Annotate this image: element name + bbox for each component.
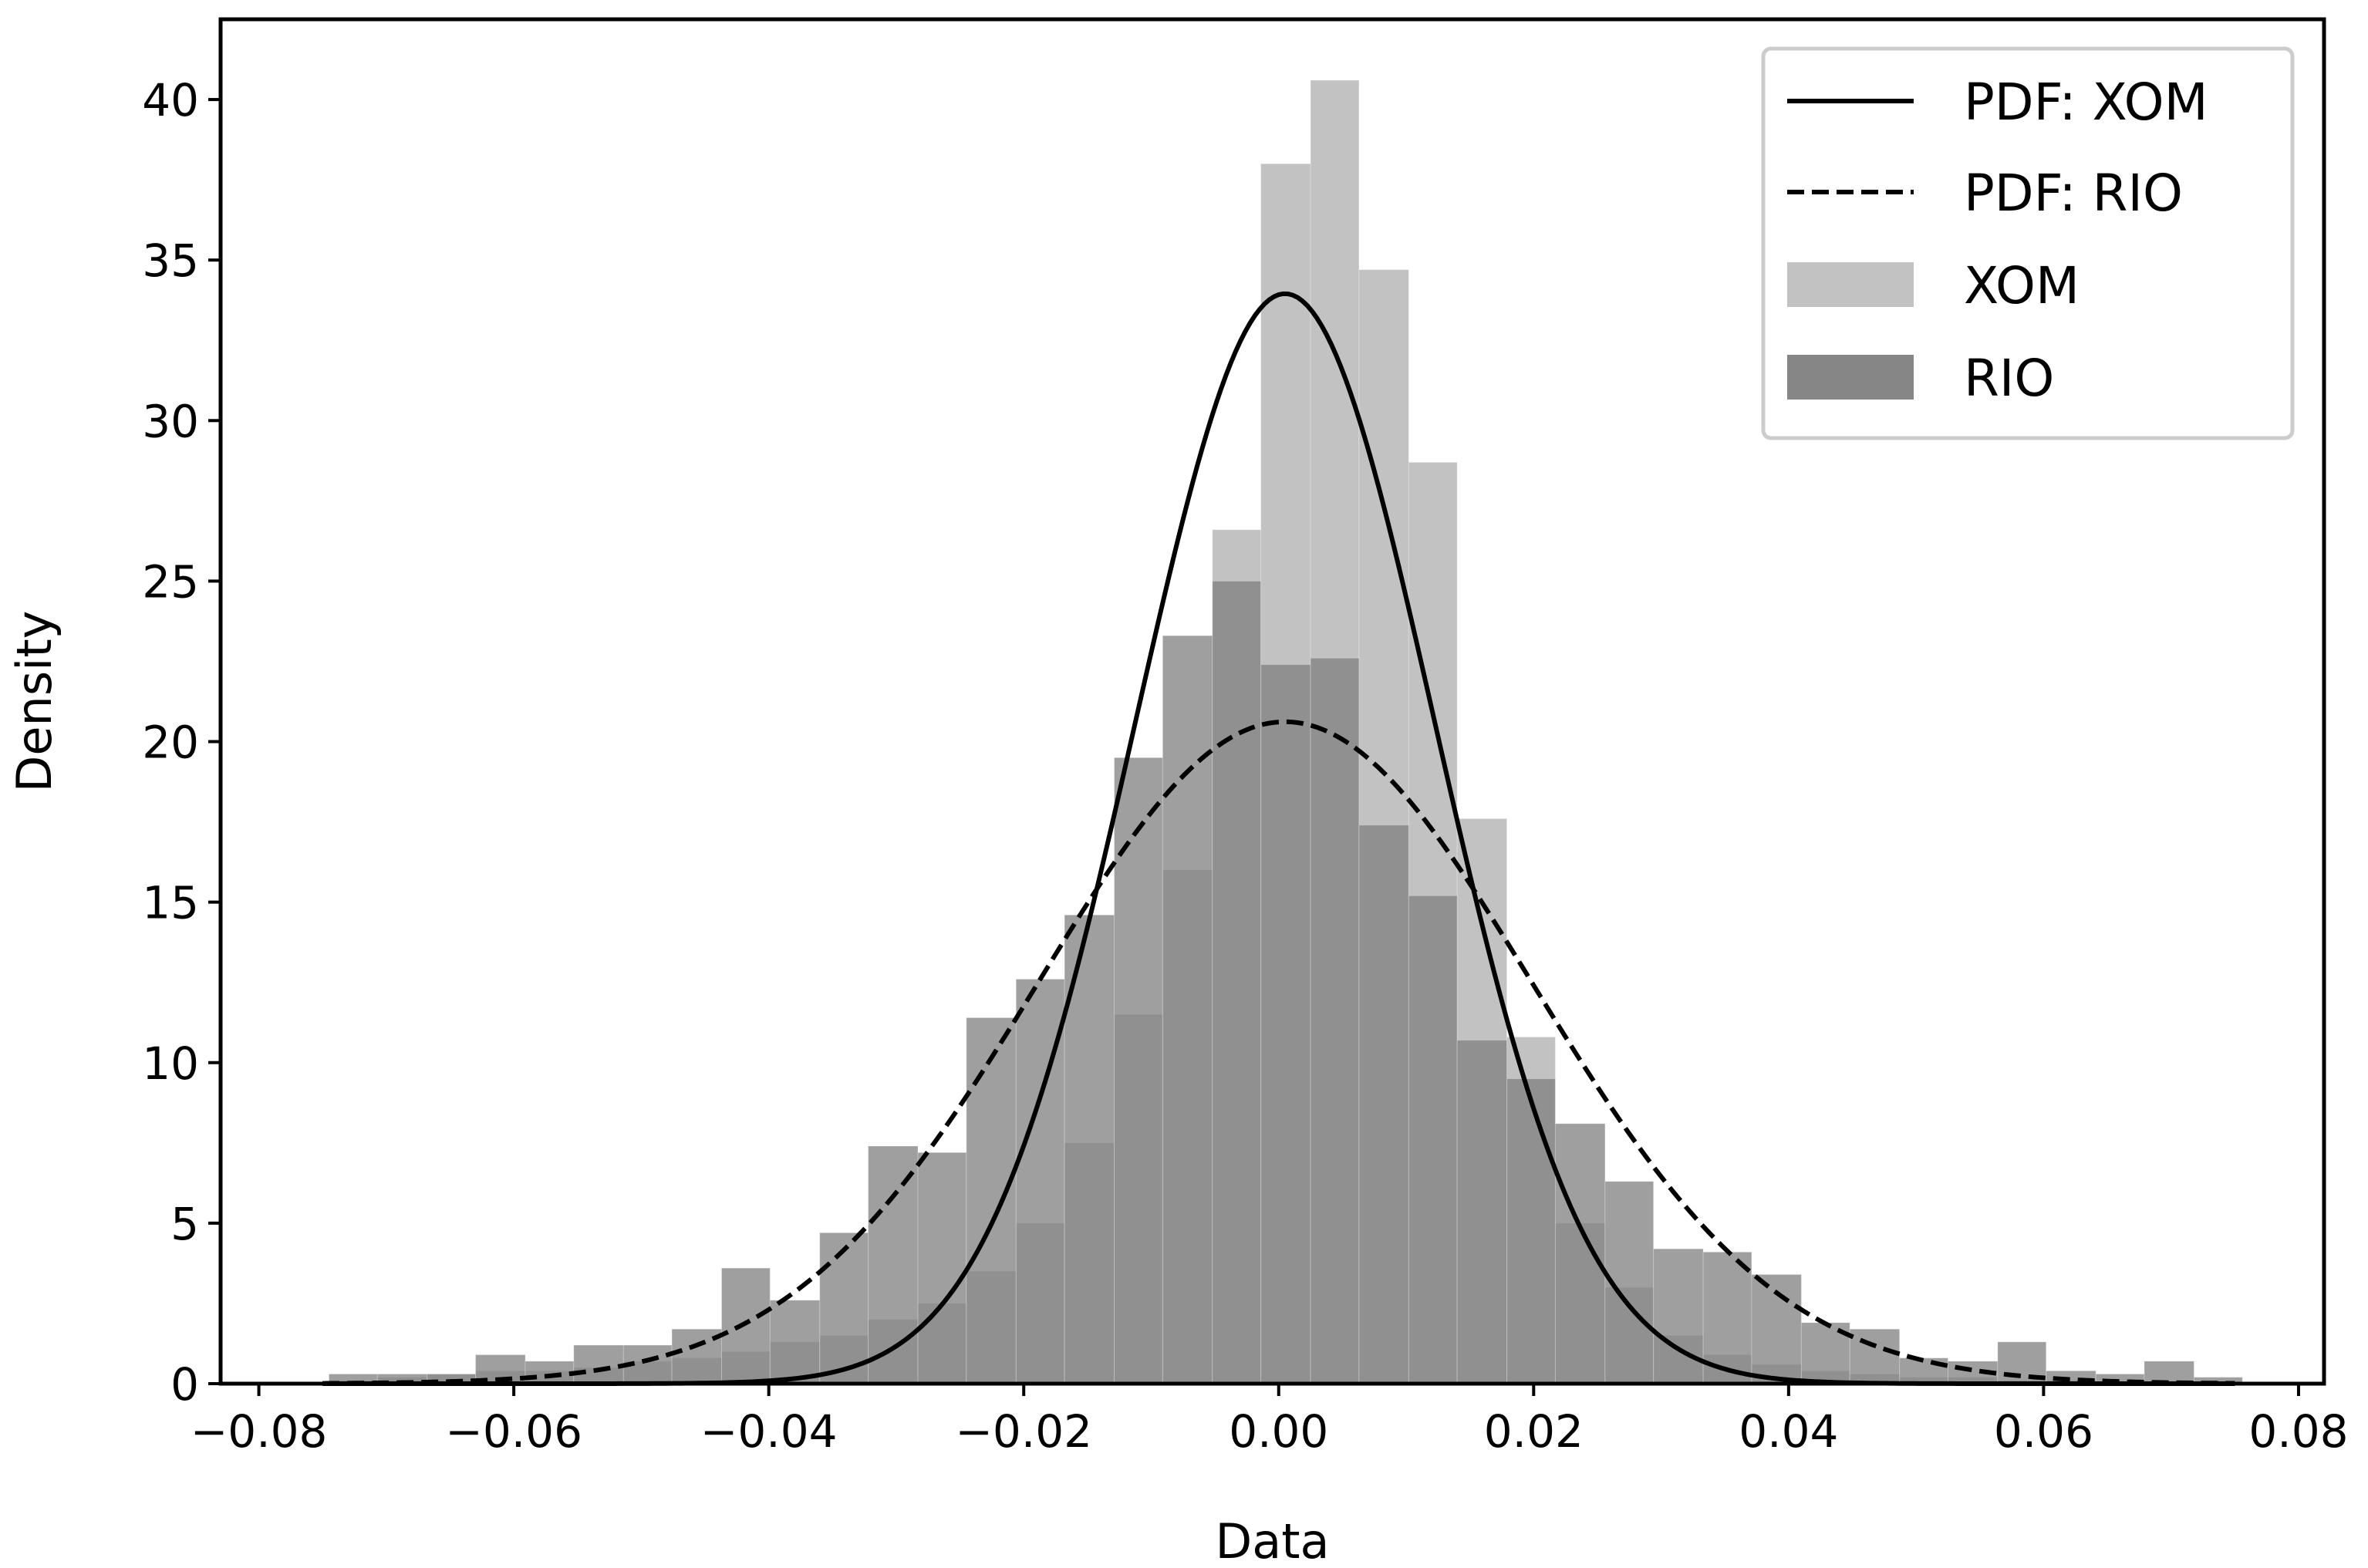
- legend-box: [1761, 46, 2295, 440]
- pdf-curve-pdf-rio: [322, 719, 2235, 1386]
- legend-swatch-xom: [1787, 262, 1914, 307]
- y-axis-ticks: 0 5 10 15 20 25 30 35 40: [142, 74, 221, 1411]
- bar-rio-10: [819, 1232, 869, 1384]
- x-tick-label: −0.08: [191, 1405, 328, 1458]
- bar-rio-21: [1358, 824, 1409, 1384]
- legend: PDF: XOM PDF: RIO XOM RIO: [1761, 46, 2295, 440]
- bar-rio-13: [966, 1017, 1017, 1384]
- legend-label: PDF: RIO: [1964, 164, 2183, 223]
- x-axis-label: Data: [1215, 1513, 1329, 1568]
- x-tick-label: 0.02: [1484, 1405, 1584, 1458]
- x-tick-label: 0.06: [1994, 1405, 2093, 1458]
- bar-rio-17: [1162, 635, 1213, 1384]
- bar-rio-20: [1310, 657, 1360, 1384]
- y-axis-label: Density: [6, 611, 62, 793]
- x-tick-label: 0.08: [2248, 1405, 2348, 1458]
- bar-rio-31: [1849, 1328, 1901, 1384]
- x-tick-label: 0.00: [1229, 1405, 1328, 1458]
- y-tick-label: 0: [170, 1358, 199, 1411]
- y-tick-label: 35: [142, 234, 199, 287]
- bar-rio-23: [1456, 1040, 1508, 1384]
- x-tick-label: 0.04: [1739, 1405, 1838, 1458]
- legend-label: XOM: [1964, 256, 2080, 315]
- bar-rio-27: [1653, 1248, 1704, 1384]
- bar-rio-19: [1260, 664, 1311, 1384]
- x-tick-label: −0.02: [955, 1405, 1092, 1458]
- bar-rio-7: [671, 1328, 723, 1384]
- bar-rio-8: [721, 1267, 771, 1384]
- legend-swatch-rio: [1787, 355, 1914, 400]
- bar-rio-5: [573, 1344, 624, 1384]
- bar-rio-24: [1506, 1078, 1556, 1384]
- bar-rio-12: [917, 1152, 967, 1384]
- legend-label: RIO: [1964, 349, 2054, 408]
- y-tick-label: 15: [142, 877, 199, 929]
- plot-frame: [218, 17, 2326, 1386]
- bar-rio-37: [2144, 1361, 2194, 1384]
- y-tick-label: 25: [142, 555, 199, 608]
- y-tick-label: 30: [142, 395, 199, 447]
- y-tick-label: 40: [142, 74, 199, 126]
- y-tick-label: 20: [142, 717, 199, 769]
- legend-label: PDF: XOM: [1964, 72, 2208, 132]
- bar-rio-9: [769, 1300, 821, 1384]
- bars-rio: [328, 580, 2243, 1384]
- x-tick-label: −0.06: [445, 1405, 582, 1458]
- x-tick-label: −0.04: [700, 1405, 838, 1458]
- bar-rio-4: [525, 1361, 575, 1384]
- histogram-bars: [328, 79, 2243, 1384]
- x-axis-ticks: −0.08 −0.06 −0.04 −0.02 0.00 0.02 0.04 0.06 0.08: [191, 1384, 2349, 1458]
- y-tick-label: 5: [170, 1198, 199, 1250]
- y-tick-label: 10: [142, 1037, 199, 1090]
- bar-rio-25: [1554, 1123, 1606, 1384]
- bar-rio-32: [1899, 1357, 1948, 1384]
- bar-rio-22: [1408, 895, 1458, 1384]
- bar-rio-18: [1212, 580, 1262, 1384]
